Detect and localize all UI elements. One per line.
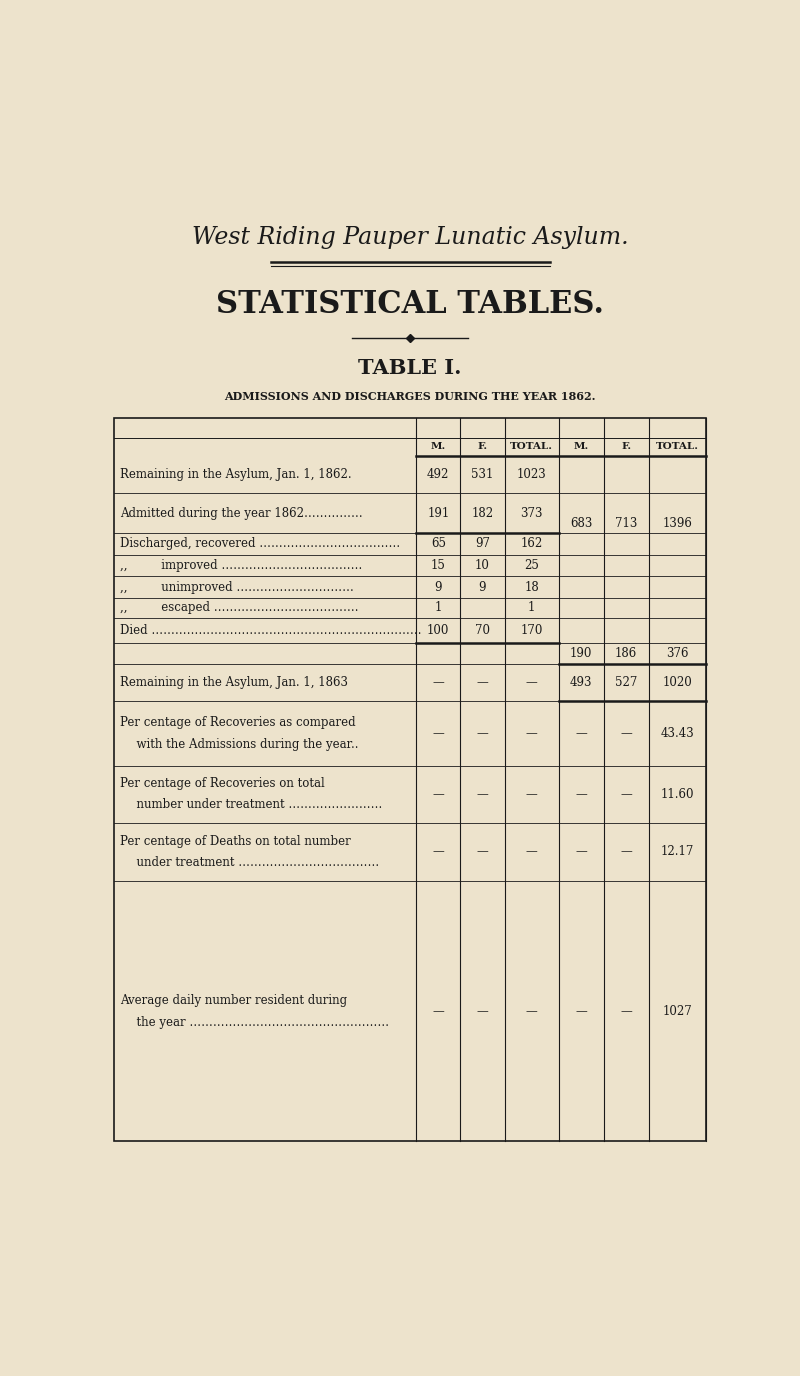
Text: 10: 10 — [475, 559, 490, 572]
Text: —: — — [433, 1004, 444, 1018]
Text: TABLE I.: TABLE I. — [358, 358, 462, 378]
Text: 1: 1 — [434, 601, 442, 614]
Text: 11.60: 11.60 — [661, 787, 694, 801]
Text: number under treatment ……………………: number under treatment …………………… — [130, 798, 383, 812]
Text: Died ……………………………………………………………: Died …………………………………………………………… — [120, 623, 422, 637]
Text: —: — — [433, 727, 444, 740]
Text: F.: F. — [621, 443, 631, 451]
Text: 191: 191 — [427, 506, 450, 520]
Text: 18: 18 — [524, 581, 539, 593]
Text: 527: 527 — [615, 676, 638, 689]
Text: 493: 493 — [570, 676, 593, 689]
Text: 683: 683 — [570, 517, 593, 530]
Text: —: — — [433, 676, 444, 689]
Text: 12.17: 12.17 — [661, 845, 694, 859]
Text: 100: 100 — [427, 623, 450, 637]
Text: —: — — [620, 845, 632, 859]
Text: Per centage of Recoveries as compared: Per centage of Recoveries as compared — [120, 716, 356, 729]
Text: M.: M. — [430, 443, 446, 451]
Text: Average daily number resident during: Average daily number resident during — [120, 993, 347, 1007]
Text: Per centage of Recoveries on total: Per centage of Recoveries on total — [120, 777, 325, 790]
Text: 1: 1 — [528, 601, 535, 614]
Text: ADMISSIONS AND DISCHARGES DURING THE YEAR 1862.: ADMISSIONS AND DISCHARGES DURING THE YEA… — [224, 391, 596, 402]
Text: Per centage of Deaths on total number: Per centage of Deaths on total number — [120, 835, 351, 848]
Text: —: — — [526, 727, 538, 740]
Text: —: — — [477, 727, 488, 740]
Text: Admitted during the year 1862……………: Admitted during the year 1862…………… — [120, 506, 363, 520]
Text: 97: 97 — [475, 538, 490, 550]
Text: —: — — [477, 845, 488, 859]
Text: with the Admissions during the year..: with the Admissions during the year.. — [130, 738, 359, 751]
Text: STATISTICAL TABLES.: STATISTICAL TABLES. — [216, 289, 604, 321]
Text: F.: F. — [478, 443, 487, 451]
Text: —: — — [575, 787, 587, 801]
Text: 1023: 1023 — [517, 468, 546, 482]
Text: West Riding Pauper Lunatic Asylum.: West Riding Pauper Lunatic Asylum. — [192, 226, 628, 249]
Text: Remaining in the Asylum, Jan. 1, 1863: Remaining in the Asylum, Jan. 1, 1863 — [120, 676, 348, 689]
Text: —: — — [526, 787, 538, 801]
Text: 15: 15 — [431, 559, 446, 572]
Text: —: — — [526, 845, 538, 859]
Text: ,,         escaped ……………………………….: ,, escaped ………………………………. — [120, 601, 358, 614]
Text: —: — — [620, 1004, 632, 1018]
Text: 1020: 1020 — [662, 676, 692, 689]
Text: M.: M. — [574, 443, 589, 451]
Text: 376: 376 — [666, 647, 689, 660]
Text: —: — — [526, 676, 538, 689]
Text: TOTAL.: TOTAL. — [510, 443, 553, 451]
Text: —: — — [433, 845, 444, 859]
Text: —: — — [477, 787, 488, 801]
Text: the year ……………………………………………: the year …………………………………………… — [130, 1015, 390, 1029]
Text: 25: 25 — [524, 559, 539, 572]
Text: 713: 713 — [615, 517, 638, 530]
Text: 186: 186 — [615, 647, 638, 660]
Text: ,,         improved ………………………………: ,, improved ……………………………… — [120, 559, 362, 572]
Text: Discharged, recovered ………………………………: Discharged, recovered ……………………………… — [120, 538, 400, 550]
Text: TOTAL.: TOTAL. — [656, 443, 699, 451]
Text: under treatment ………………………………: under treatment ……………………………… — [130, 856, 380, 870]
Text: —: — — [575, 727, 587, 740]
Text: ,,         unimproved …………………………: ,, unimproved ………………………… — [120, 581, 354, 593]
Text: —: — — [620, 727, 632, 740]
Text: 9: 9 — [434, 581, 442, 593]
Text: 43.43: 43.43 — [661, 727, 694, 740]
Text: 170: 170 — [521, 623, 543, 637]
Text: 531: 531 — [471, 468, 494, 482]
Text: 190: 190 — [570, 647, 593, 660]
Text: —: — — [477, 1004, 488, 1018]
Text: Remaining in the Asylum, Jan. 1, 1862.: Remaining in the Asylum, Jan. 1, 1862. — [120, 468, 352, 482]
Text: 492: 492 — [427, 468, 450, 482]
Text: 70: 70 — [475, 623, 490, 637]
Text: 373: 373 — [521, 506, 543, 520]
Text: —: — — [575, 845, 587, 859]
Text: 162: 162 — [521, 538, 542, 550]
Text: 65: 65 — [430, 538, 446, 550]
Text: 1396: 1396 — [662, 517, 692, 530]
Text: 182: 182 — [471, 506, 494, 520]
Text: —: — — [477, 676, 488, 689]
Text: —: — — [433, 787, 444, 801]
Bar — [114, 418, 706, 1142]
Text: 1027: 1027 — [662, 1004, 692, 1018]
Text: —: — — [620, 787, 632, 801]
Text: —: — — [575, 1004, 587, 1018]
Text: —: — — [526, 1004, 538, 1018]
Text: 9: 9 — [478, 581, 486, 593]
